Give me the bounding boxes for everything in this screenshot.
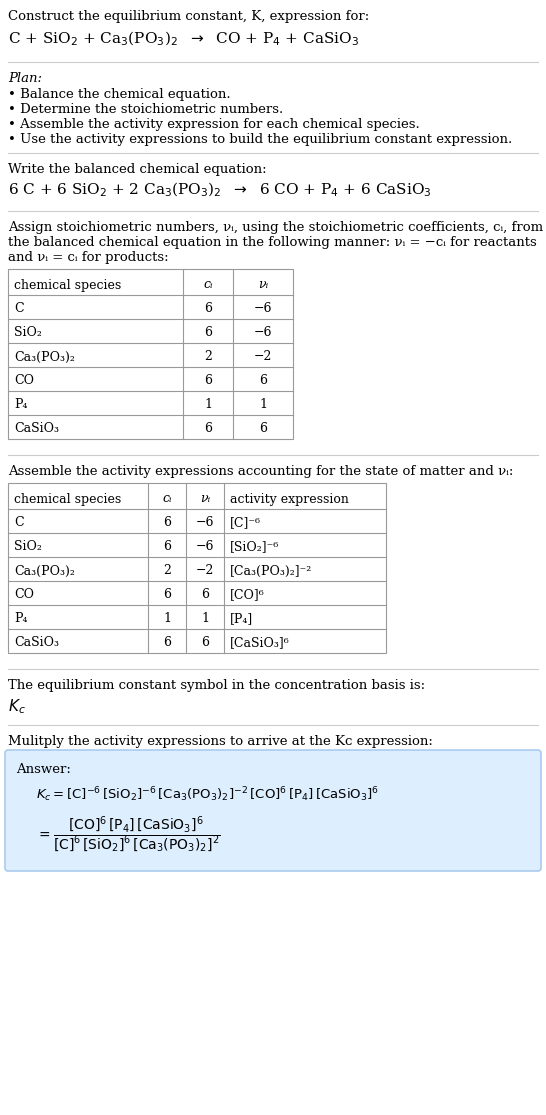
Text: −6: −6 [196,516,214,530]
Text: −6: −6 [254,327,272,339]
Text: 2: 2 [204,350,212,363]
Text: cᵢ: cᵢ [162,493,172,505]
Text: 1: 1 [259,398,267,411]
Text: the balanced chemical equation in the following manner: νᵢ = −cᵢ for reactants: the balanced chemical equation in the fo… [8,236,537,249]
Text: −2: −2 [254,350,272,363]
Text: C: C [14,516,23,530]
Text: chemical species: chemical species [14,493,121,505]
Text: P₄: P₄ [14,398,27,411]
Text: 6: 6 [163,589,171,601]
Text: 6 C + 6 SiO$_2$ + 2 Ca$_3$(PO$_3$)$_2$  $\rightarrow$  6 CO + P$_4$ + 6 CaSiO$_3: 6 C + 6 SiO$_2$ + 2 Ca$_3$(PO$_3$)$_2$ $… [8,181,432,200]
Text: [C]⁻⁶: [C]⁻⁶ [230,516,261,530]
Text: 2: 2 [163,564,171,578]
Text: • Balance the chemical equation.: • Balance the chemical equation. [8,88,230,101]
Text: C: C [14,302,23,316]
Text: Ca₃(PO₃)₂: Ca₃(PO₃)₂ [14,564,75,578]
Text: [SiO₂]⁻⁶: [SiO₂]⁻⁶ [230,541,279,553]
Text: CO: CO [14,589,34,601]
Text: 1: 1 [163,612,171,626]
Text: Answer:: Answer: [16,763,71,776]
Text: 6: 6 [259,375,267,388]
Text: 1: 1 [201,612,209,626]
Text: [CaSiO₃]⁶: [CaSiO₃]⁶ [230,637,290,650]
Text: Construct the equilibrium constant, K, expression for:: Construct the equilibrium constant, K, e… [8,10,369,23]
Text: 6: 6 [204,302,212,316]
Text: $= \dfrac{[\mathrm{CO}]^6\,[\mathrm{P_4}]\,[\mathrm{CaSiO_3}]^6}{[\mathrm{C}]^6\: $= \dfrac{[\mathrm{CO}]^6\,[\mathrm{P_4}… [36,815,221,855]
Text: CO: CO [14,375,34,388]
Text: 6: 6 [163,637,171,650]
Text: Assemble the activity expressions accounting for the state of matter and νᵢ:: Assemble the activity expressions accoun… [8,465,513,478]
Text: CaSiO₃: CaSiO₃ [14,637,59,650]
Text: Assign stoichiometric numbers, νᵢ, using the stoichiometric coefficients, cᵢ, fr: Assign stoichiometric numbers, νᵢ, using… [8,221,543,234]
Text: Mulitply the activity expressions to arrive at the Kᴄ expression:: Mulitply the activity expressions to arr… [8,735,433,748]
Text: • Use the activity expressions to build the equilibrium constant expression.: • Use the activity expressions to build … [8,133,512,146]
Text: • Determine the stoichiometric numbers.: • Determine the stoichiometric numbers. [8,103,283,116]
Text: SiO₂: SiO₂ [14,327,42,339]
Text: $\it{K}_c$: $\it{K}_c$ [8,697,26,716]
Text: P₄: P₄ [14,612,27,626]
Text: activity expression: activity expression [230,493,349,505]
Text: CaSiO₃: CaSiO₃ [14,423,59,436]
Bar [8,483,386,653]
Text: Plan:: Plan: [8,72,42,85]
Text: −6: −6 [196,541,214,553]
Text: −6: −6 [254,302,272,316]
Text: 6: 6 [201,637,209,650]
Bar [8,269,293,439]
Text: 6: 6 [163,541,171,553]
Text: 6: 6 [204,327,212,339]
Text: −2: −2 [196,564,214,578]
Text: cᵢ: cᵢ [203,279,213,291]
Text: 6: 6 [201,589,209,601]
Text: SiO₂: SiO₂ [14,541,42,553]
Text: Ca₃(PO₃)₂: Ca₃(PO₃)₂ [14,350,75,363]
Text: 1: 1 [204,398,212,411]
Text: 6: 6 [204,375,212,388]
FancyBboxPatch shape [5,750,541,871]
Text: $K_c = [\mathrm{C}]^{-6}\,[\mathrm{SiO_2}]^{-6}\,[\mathrm{Ca_3(PO_3)_2}]^{-2}\,[: $K_c = [\mathrm{C}]^{-6}\,[\mathrm{SiO_2… [36,785,379,804]
Text: 6: 6 [204,423,212,436]
Text: νᵢ: νᵢ [200,493,210,505]
Text: • Assemble the activity expression for each chemical species.: • Assemble the activity expression for e… [8,118,420,130]
Text: Write the balanced chemical equation:: Write the balanced chemical equation: [8,163,266,176]
Text: [Ca₃(PO₃)₂]⁻²: [Ca₃(PO₃)₂]⁻² [230,564,312,578]
Text: νᵢ: νᵢ [258,279,268,291]
Text: and νᵢ = cᵢ for products:: and νᵢ = cᵢ for products: [8,251,169,264]
Text: 6: 6 [259,423,267,436]
Text: The equilibrium constant symbol in the concentration basis is:: The equilibrium constant symbol in the c… [8,679,425,692]
Text: [CO]⁶: [CO]⁶ [230,589,265,601]
Text: 6: 6 [163,516,171,530]
Text: chemical species: chemical species [14,279,121,291]
Text: C + SiO$_2$ + Ca$_3$(PO$_3$)$_2$  $\rightarrow$  CO + P$_4$ + CaSiO$_3$: C + SiO$_2$ + Ca$_3$(PO$_3$)$_2$ $\right… [8,30,359,48]
Text: [P₄]: [P₄] [230,612,253,626]
